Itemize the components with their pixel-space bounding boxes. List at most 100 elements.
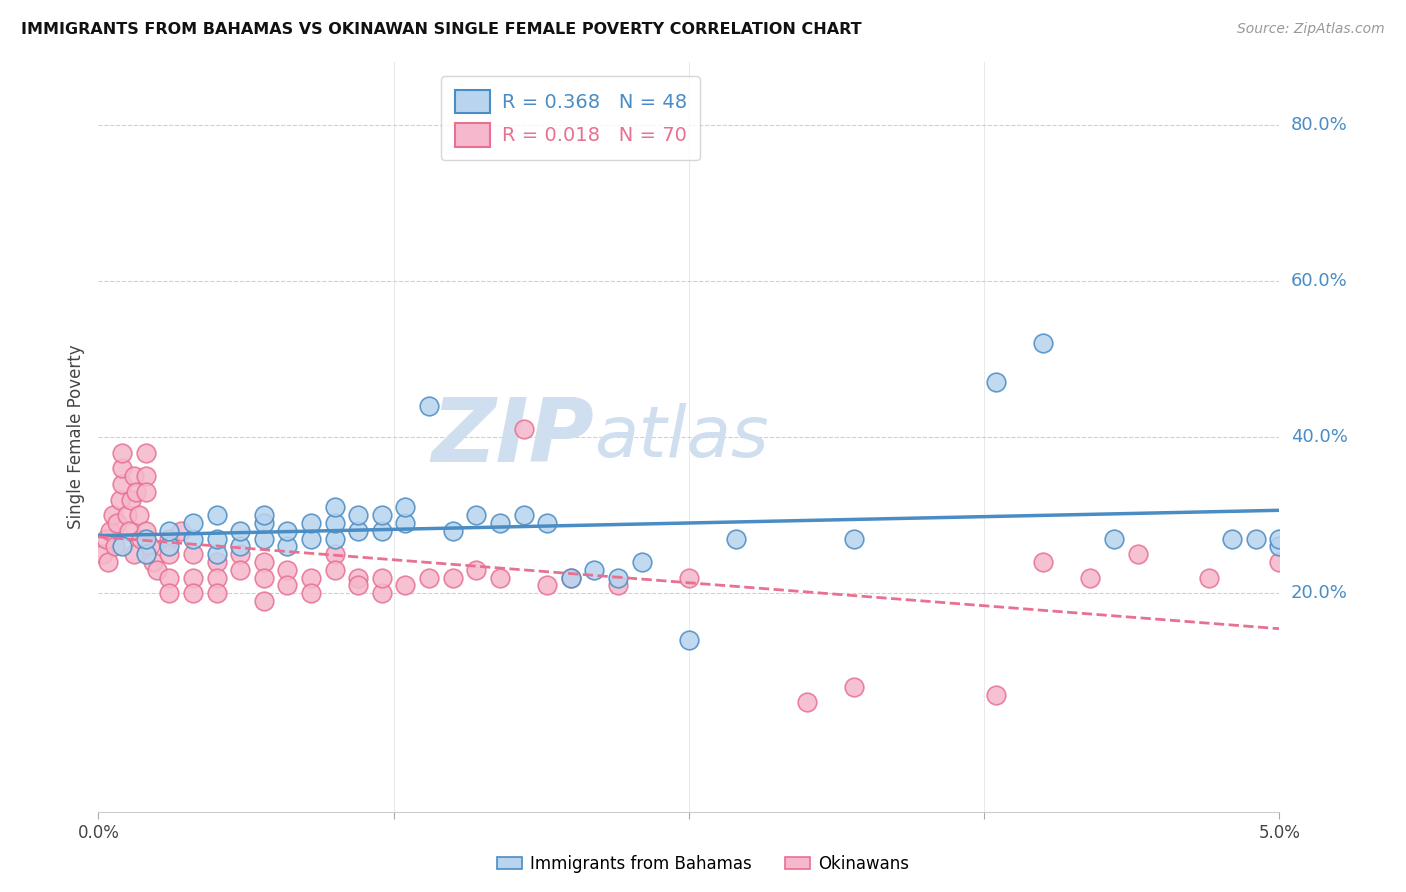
Point (101, 508, 124, 523)
Point (394, 500, 416, 515)
Point (108, 492, 131, 507)
Point (678, 633, 700, 648)
Point (299, 516, 322, 530)
Text: IMMIGRANTS FROM BAHAMAS VS OKINAWAN SINGLE FEMALE POVERTY CORRELATION CHART: IMMIGRANTS FROM BAHAMAS VS OKINAWAN SING… (21, 22, 862, 37)
Point (157, 539, 180, 553)
Point (276, 563, 298, 577)
Point (205, 571, 228, 585)
Text: Source: ZipAtlas.com: Source: ZipAtlas.com (1237, 22, 1385, 37)
Point (536, 578, 558, 592)
Point (135, 524, 157, 538)
Point (253, 571, 276, 585)
Point (170, 524, 193, 538)
Point (844, 532, 866, 546)
Point (229, 524, 252, 538)
Point (512, 508, 534, 523)
Point (299, 532, 322, 546)
Point (394, 578, 416, 592)
Point (229, 547, 252, 561)
Point (465, 508, 488, 523)
Point (157, 571, 180, 585)
Point (323, 563, 346, 577)
Point (135, 469, 157, 483)
Point (128, 508, 150, 523)
Point (1102, 532, 1125, 546)
Point (142, 555, 165, 569)
Point (104, 539, 127, 553)
Point (583, 563, 606, 577)
Point (111, 461, 134, 475)
Point (1268, 539, 1291, 553)
Point (253, 508, 276, 523)
Point (276, 524, 298, 538)
Point (122, 547, 145, 561)
Point (111, 446, 134, 460)
Point (146, 563, 169, 577)
Point (560, 571, 582, 585)
Point (157, 547, 180, 561)
Point (323, 516, 346, 530)
Point (115, 508, 138, 523)
Point (347, 578, 370, 592)
Point (607, 571, 630, 585)
Point (229, 539, 252, 553)
Point (97, 555, 120, 569)
Text: ZIP: ZIP (432, 393, 595, 481)
Point (276, 539, 298, 553)
Point (1032, 336, 1054, 351)
Point (489, 571, 512, 585)
Point (1080, 571, 1102, 585)
Point (118, 524, 141, 538)
Point (984, 688, 1007, 702)
Point (205, 547, 228, 561)
Point (678, 571, 700, 585)
Point (139, 539, 162, 553)
Point (394, 516, 416, 530)
Point (125, 484, 148, 499)
Y-axis label: Single Female Poverty: Single Female Poverty (66, 345, 84, 529)
Point (157, 532, 180, 546)
Point (441, 524, 464, 538)
Point (229, 563, 252, 577)
Text: atlas: atlas (595, 402, 769, 472)
Point (607, 578, 630, 592)
Point (253, 594, 276, 608)
Point (135, 532, 157, 546)
Point (94, 532, 117, 546)
Point (1032, 555, 1054, 569)
Point (157, 524, 180, 538)
Point (205, 508, 228, 523)
Text: 40.0%: 40.0% (1291, 428, 1347, 446)
Point (1268, 555, 1291, 569)
Point (323, 532, 346, 546)
Point (1126, 547, 1149, 561)
Point (844, 680, 866, 694)
Point (91, 547, 114, 561)
Point (121, 492, 143, 507)
Point (276, 578, 298, 592)
Point (299, 571, 322, 585)
Point (253, 532, 276, 546)
Point (205, 586, 228, 600)
Point (253, 516, 276, 530)
Point (1268, 532, 1291, 546)
Point (253, 555, 276, 569)
Point (630, 555, 652, 569)
Point (1244, 532, 1267, 546)
Point (347, 508, 370, 523)
Point (465, 563, 488, 577)
Legend: R = 0.368   N = 48, R = 0.018   N = 70: R = 0.368 N = 48, R = 0.018 N = 70 (441, 76, 700, 161)
Point (181, 532, 204, 546)
Point (205, 532, 228, 546)
Point (181, 516, 204, 530)
Point (489, 516, 512, 530)
Point (122, 469, 145, 483)
Point (105, 516, 128, 530)
Point (135, 446, 157, 460)
Point (181, 547, 204, 561)
Text: 20.0%: 20.0% (1291, 584, 1347, 602)
Point (536, 516, 558, 530)
Point (181, 571, 204, 585)
Point (418, 399, 440, 413)
Point (181, 586, 204, 600)
